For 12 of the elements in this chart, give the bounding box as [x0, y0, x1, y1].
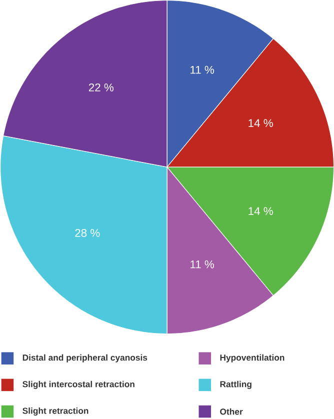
data-label: 14 %	[248, 119, 273, 127]
data-label: 22 %	[88, 83, 114, 92]
data-label: 11 %	[190, 66, 214, 74]
data-label: 14 %	[248, 207, 273, 215]
data-label: 11 %	[190, 260, 214, 268]
legend-label: Other	[220, 408, 243, 415]
legend-label: Distal and peripheral cyanosis	[22, 354, 148, 362]
legend-label: Hypoventilation	[220, 354, 284, 362]
data-label: 28 %	[75, 228, 100, 237]
legend-label: Slight retraction	[22, 407, 88, 416]
legend-label: Slight intercostal retraction	[22, 380, 134, 389]
legend-label: Rattling	[220, 380, 252, 389]
